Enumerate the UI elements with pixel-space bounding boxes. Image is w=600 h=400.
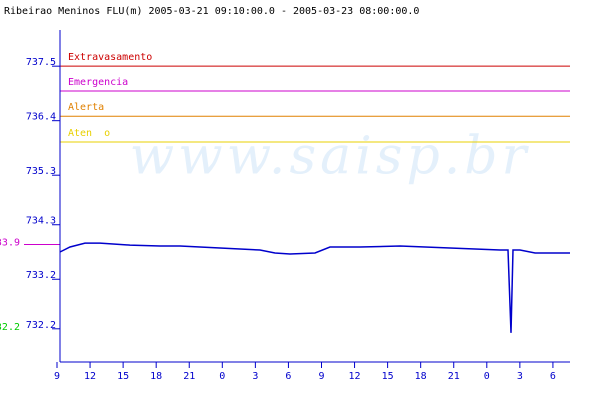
x-tick-label: 21 [448,371,460,382]
x-tick-label: 15 [117,371,129,382]
threshold-label: Aten o [68,128,110,139]
x-tick-label: 12 [349,371,361,382]
x-tick-label: 9 [318,371,324,382]
threshold-label: Alerta [68,102,104,113]
x-tick-label: 9 [54,371,60,382]
y-tick-label: 732.2 [26,320,56,331]
x-tick-label: 12 [84,371,96,382]
y-tick-label: 736.4 [26,112,56,123]
x-tick-label: 18 [415,371,427,382]
y-tick-label: 735.3 [26,166,56,177]
x-tick-label: 0 [484,371,490,382]
x-tick-label: 21 [183,371,195,382]
x-tick-label: 3 [252,371,258,382]
x-tick-label: 6 [285,371,291,382]
threshold-label: Extravasamento [68,52,152,63]
x-tick-label: 6 [550,371,556,382]
x-tick-label: 3 [517,371,523,382]
chart-title: Ribeirao Meninos FLU(m) 2005-03-21 09:10… [4,6,419,17]
marker-label: 733.9 [0,238,20,249]
y-tick-label: 733.2 [26,270,56,281]
x-tick-label: 15 [382,371,394,382]
x-tick-label: 18 [150,371,162,382]
y-tick-label: 734.3 [26,216,56,227]
x-tick-label: 0 [219,371,225,382]
marker-label: 732.2 [0,322,20,333]
watermark: www.saisp.br [130,127,531,187]
data-line [59,242,570,333]
y-tick-label: 737.5 [26,57,56,68]
threshold-label: Emergencia [68,77,128,88]
